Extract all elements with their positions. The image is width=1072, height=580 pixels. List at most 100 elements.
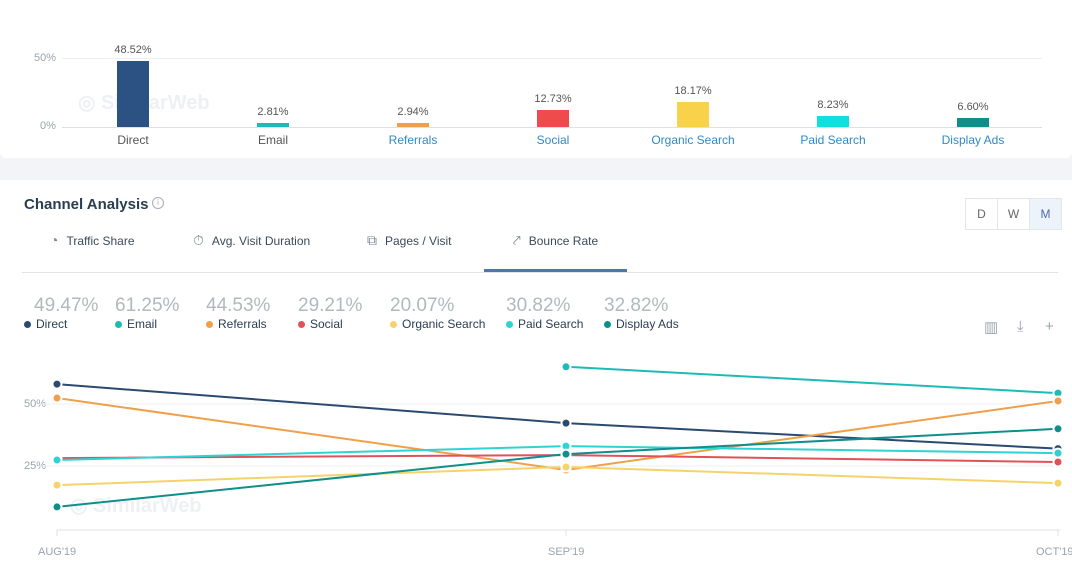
pie-chart-icon: ◔ xyxy=(50,232,59,248)
granularity-day[interactable]: D xyxy=(966,199,998,229)
legend-label: Paid Search xyxy=(518,317,584,331)
legend-value: 29.21% xyxy=(298,295,363,316)
data-point[interactable] xyxy=(1052,477,1064,489)
legend-value: 44.53% xyxy=(206,295,271,316)
legend-label: Referrals xyxy=(218,317,267,331)
legend-label: Display Ads xyxy=(616,317,679,331)
add-icon[interactable]: + xyxy=(1045,318,1054,335)
watermark: ◎ SimilarWeb xyxy=(70,495,202,517)
data-point[interactable] xyxy=(560,461,572,473)
legend-value: 32.82% xyxy=(604,295,669,316)
bar[interactable] xyxy=(677,102,709,127)
bar-category-label[interactable]: Social xyxy=(536,133,570,147)
data-point[interactable] xyxy=(51,392,63,404)
y-tick: 50% xyxy=(34,52,57,64)
data-point[interactable] xyxy=(560,417,572,429)
bar[interactable] xyxy=(537,109,569,127)
bar[interactable] xyxy=(957,118,989,127)
traffic-share-card: ◎ SimilarWeb 50% 0% 48.52% Direct 2.81% Ema… xyxy=(0,0,1072,158)
tab-pages-visit[interactable]: ⧉ Pages / Visit xyxy=(367,232,452,272)
bar-value-label: 18.17% xyxy=(674,85,712,98)
x-axis xyxy=(62,127,1042,128)
legend-dot xyxy=(206,320,213,328)
bar[interactable] xyxy=(117,61,149,127)
bar-value-label: 12.73% xyxy=(534,92,572,105)
legend-item[interactable]: 30.82% Paid Search xyxy=(506,295,583,331)
section-title: Channel Analysis xyxy=(24,196,149,213)
bar-value-label: 2.81% xyxy=(257,106,289,119)
tab-bounce-rate[interactable]: ⤤ Bounce Rate xyxy=(484,232,627,272)
tab-label: Pages / Visit xyxy=(385,234,452,248)
download-icon[interactable]: ⤓ xyxy=(1017,318,1024,335)
data-point[interactable] xyxy=(560,448,572,460)
legend-item[interactable]: 29.21% Social xyxy=(298,295,362,331)
legend-dot xyxy=(506,320,513,328)
legend-label: Email xyxy=(127,317,158,331)
bar-value-label: 48.52% xyxy=(114,44,152,56)
bar[interactable] xyxy=(817,115,849,127)
legend-label: Organic Search xyxy=(402,317,486,331)
bar-category-label[interactable]: Referrals xyxy=(388,133,438,147)
bar-category-label[interactable]: Display Ads xyxy=(941,133,1005,147)
bounce-rate-line-chart xyxy=(40,361,1064,536)
bar-value-label: 2.94% xyxy=(397,106,429,118)
legend-label: Social xyxy=(310,317,343,331)
legend-dot xyxy=(604,320,611,328)
pages-icon: ⧉ xyxy=(367,232,377,248)
channel-analysis-card: Channel Analysis i D W M ◔ Traffic Share … xyxy=(0,180,1072,580)
tab-label: Avg. Visit Duration xyxy=(211,234,311,248)
legend-item[interactable]: 32.82% Display Ads xyxy=(604,295,679,331)
tab-avg-visit-duration[interactable]: ⏱ Avg. Visit Duration xyxy=(193,232,311,272)
tab-label: Traffic Share xyxy=(66,234,135,248)
legend-dot xyxy=(390,320,397,328)
x-tick: SEP'19 xyxy=(548,546,585,558)
bar-category-label[interactable]: Organic Search xyxy=(651,133,735,147)
data-point[interactable] xyxy=(51,454,63,466)
gridline xyxy=(62,58,1042,59)
bar[interactable] xyxy=(397,123,429,127)
legend-item[interactable]: 61.25% Email xyxy=(115,295,179,331)
legend-value: 49.47% xyxy=(34,295,99,316)
bar-value-label: 8.23% xyxy=(817,98,849,111)
data-point[interactable] xyxy=(51,479,63,491)
data-point[interactable] xyxy=(1052,447,1064,459)
data-point[interactable] xyxy=(51,501,63,513)
data-point[interactable] xyxy=(51,378,63,390)
legend-item[interactable]: 44.53% Referrals xyxy=(206,295,270,331)
data-point[interactable] xyxy=(560,361,572,373)
legend-item[interactable]: 49.47% Direct xyxy=(24,295,98,331)
granularity-week[interactable]: W xyxy=(998,199,1030,229)
x-tick: OCT'19 xyxy=(1036,546,1072,558)
bar-category-label: Direct xyxy=(117,133,149,147)
x-tick: AUG'19 xyxy=(38,546,77,558)
legend-label: Direct xyxy=(36,317,68,331)
bar-category-label[interactable]: Paid Search xyxy=(800,133,866,147)
y-tick: 0% xyxy=(40,120,56,132)
bar-value-label: 6.60% xyxy=(957,101,989,114)
tab-label: Bounce Rate xyxy=(528,234,599,248)
y-tick: 25% xyxy=(24,460,47,472)
data-point[interactable] xyxy=(1052,395,1064,407)
legend-value: 61.25% xyxy=(115,295,180,316)
info-icon[interactable]: i xyxy=(152,197,164,209)
y-tick: 50% xyxy=(24,398,47,410)
data-point[interactable] xyxy=(1052,456,1064,468)
stopwatch-icon: ⏱ xyxy=(193,232,204,248)
legend-dot xyxy=(298,320,305,328)
granularity-toggle: D W M xyxy=(965,198,1062,230)
bounce-icon: ⤤ xyxy=(512,232,521,248)
tab-traffic-share[interactable]: ◔ Traffic Share xyxy=(50,232,135,272)
legend-value: 20.07% xyxy=(390,295,455,316)
bar-category-label: Email xyxy=(257,133,288,147)
legend-item[interactable]: 20.07% Organic Search xyxy=(390,295,485,331)
excel-export-icon[interactable]: ▥ xyxy=(984,319,999,336)
series-line xyxy=(56,383,1059,450)
granularity-month[interactable]: M xyxy=(1030,199,1061,229)
data-point[interactable] xyxy=(1052,423,1064,435)
legend-value: 30.82% xyxy=(506,295,571,316)
series-line xyxy=(565,365,1059,395)
tabs-divider xyxy=(22,272,1058,273)
legend-dot xyxy=(24,320,31,328)
legend-dot xyxy=(115,320,122,328)
bar[interactable] xyxy=(257,123,289,127)
